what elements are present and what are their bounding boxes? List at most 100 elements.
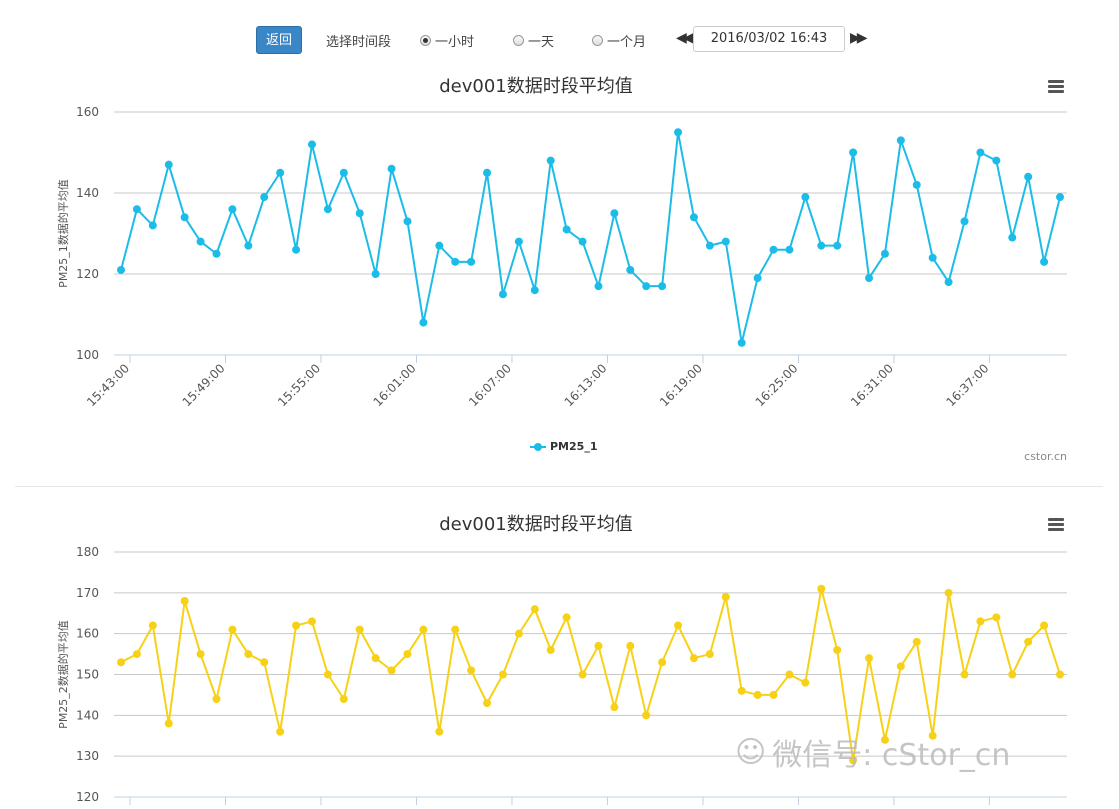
y-tick-label: 180 [76, 545, 99, 559]
data-point [578, 237, 587, 246]
data-point [323, 205, 332, 214]
x-tick-label: 16:07:00 [466, 361, 514, 409]
data-point [928, 253, 937, 262]
data-point [1040, 621, 1049, 630]
data-point [451, 625, 460, 634]
data-point [1056, 670, 1064, 679]
data-point [562, 225, 571, 234]
y-tick-label: 160 [76, 105, 99, 119]
double-left-arrow-icon[interactable]: ◀◀ [676, 30, 693, 46]
y-tick-label: 160 [76, 627, 99, 641]
data-point [737, 338, 746, 347]
data-point [721, 592, 730, 601]
data-point [833, 646, 842, 654]
data-point [244, 241, 253, 250]
data-point [514, 629, 523, 638]
data-point [689, 213, 698, 222]
radio-one-hour[interactable]: 一小时 [420, 31, 474, 50]
data-point [483, 168, 492, 177]
radio-unchecked-icon[interactable] [592, 35, 603, 46]
menu-icon[interactable] [1048, 80, 1064, 94]
radio-one-month[interactable]: 一个月 [592, 31, 646, 50]
data-point [132, 650, 141, 659]
data-point [1008, 233, 1017, 242]
data-point [292, 245, 301, 254]
data-point [769, 245, 778, 254]
data-point [530, 286, 539, 295]
data-point [307, 140, 316, 149]
data-point [960, 670, 969, 679]
chart-panel-pm25-1: dev001数据时段平均值 100 120 140 160 PM25_1数据的平均值 15… [0, 62, 1119, 482]
data-point [578, 670, 587, 679]
data-point [705, 650, 714, 659]
data-point [1008, 670, 1017, 679]
radio-unchecked-icon[interactable] [513, 35, 524, 46]
data-point [658, 658, 667, 667]
data-point [817, 584, 826, 593]
y-axis-label: PM25_2数据的平均值 [56, 620, 70, 729]
data-point [164, 719, 173, 728]
data-point [546, 156, 555, 165]
data-point [1024, 172, 1033, 181]
data-point [658, 282, 667, 291]
data-point [817, 241, 826, 250]
double-right-arrow-icon[interactable]: ▶▶ [850, 30, 867, 46]
data-point [626, 641, 635, 650]
data-point [944, 278, 953, 287]
x-tick-label: 15:55:00 [275, 361, 323, 409]
y-tick-label: 120 [76, 790, 99, 804]
data-point [117, 265, 125, 274]
series-line [120, 131, 1061, 344]
data-point [753, 274, 762, 283]
data-point [594, 282, 603, 291]
data-point [689, 654, 698, 663]
data-point [212, 695, 221, 703]
y-tick-label: 140 [76, 708, 99, 722]
radio-checked-icon[interactable] [420, 35, 431, 46]
data-point [610, 703, 619, 712]
x-tick-label: 16:37:00 [944, 361, 992, 409]
x-tick-label: 16:31:00 [848, 361, 896, 409]
data-point [323, 670, 332, 679]
data-point [912, 180, 921, 189]
legend-marker-icon [530, 442, 546, 451]
period-label: 选择时间段 [326, 35, 392, 50]
y-tick-label: 120 [76, 267, 99, 281]
data-point [339, 168, 348, 177]
toolbar: 返回 选择时间段 一小时 一天 一个月 ◀◀ 2016/03/02 16:43 … [0, 25, 1119, 55]
data-point [912, 637, 921, 646]
data-point [610, 209, 619, 218]
data-point [880, 249, 889, 258]
data-point [960, 217, 969, 226]
wechat-icon: ☺ [735, 734, 767, 770]
data-point [387, 164, 396, 173]
radio-one-day[interactable]: 一天 [513, 31, 554, 50]
back-button[interactable]: 返回 [256, 26, 302, 54]
data-point [339, 695, 348, 703]
data-point [483, 699, 492, 708]
watermark-text: 微信号: cStor_cn [772, 738, 1011, 773]
data-point [498, 290, 507, 299]
data-point [849, 148, 858, 157]
legend-label: PM25_1 [550, 440, 598, 453]
menu-icon[interactable] [1048, 518, 1064, 532]
data-point [880, 735, 889, 744]
data-point [721, 237, 730, 246]
data-point [276, 727, 285, 736]
data-point [944, 588, 953, 597]
data-point [498, 670, 507, 679]
data-point [276, 168, 285, 177]
data-point [785, 245, 794, 254]
data-point [403, 650, 412, 659]
data-point [562, 613, 571, 622]
chart-credit[interactable]: cstor.cn [1024, 450, 1067, 463]
x-tick-label: 16:19:00 [657, 361, 705, 409]
data-point [228, 205, 237, 214]
data-point [435, 727, 444, 736]
legend-item[interactable]: PM25_1 [530, 440, 597, 453]
data-point [530, 605, 539, 614]
data-point [1040, 257, 1049, 266]
date-input[interactable]: 2016/03/02 16:43 [693, 26, 845, 52]
data-point [292, 621, 301, 630]
data-point [753, 690, 762, 699]
